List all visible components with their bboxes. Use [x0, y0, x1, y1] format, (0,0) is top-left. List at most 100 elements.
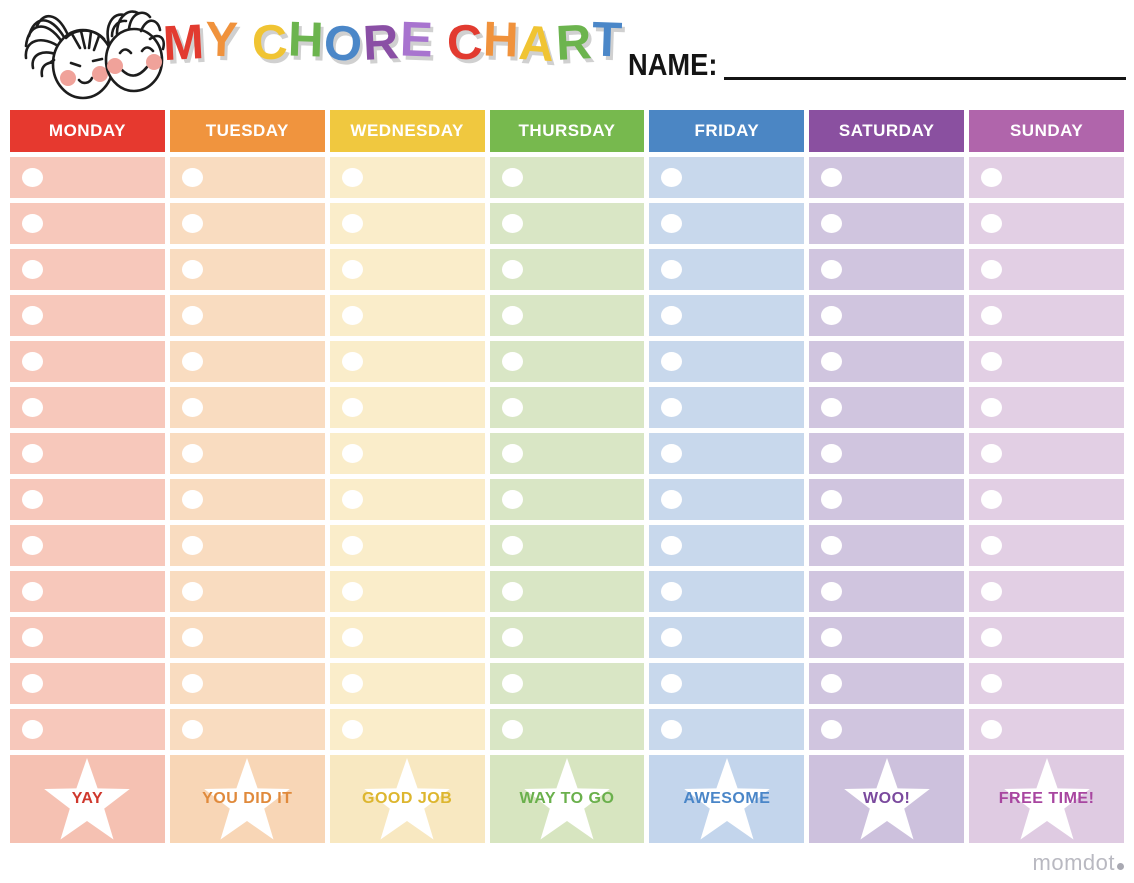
checkbox-circle[interactable]: [661, 214, 683, 233]
checkbox-circle[interactable]: [22, 260, 43, 279]
checkbox-circle[interactable]: [501, 628, 523, 647]
checkbox-circle[interactable]: [501, 674, 523, 693]
checkbox-circle[interactable]: [821, 352, 843, 371]
checkbox-circle[interactable]: [661, 582, 683, 601]
checkbox-circle[interactable]: [661, 352, 683, 371]
checkbox-circle[interactable]: [22, 214, 43, 233]
checkbox-circle[interactable]: [821, 214, 843, 233]
girl-cheek: [60, 70, 76, 86]
checkbox-circle[interactable]: [661, 168, 683, 187]
checkbox-circle[interactable]: [341, 214, 363, 233]
checkbox-circle[interactable]: [501, 306, 523, 325]
checkbox-circle[interactable]: [181, 582, 203, 601]
title-letter: C: [445, 15, 485, 71]
checkbox-circle[interactable]: [501, 398, 523, 417]
checkbox-circle[interactable]: [501, 582, 523, 601]
checkbox-circle[interactable]: [821, 260, 843, 279]
checkbox-circle[interactable]: [661, 490, 683, 509]
checkbox-circle[interactable]: [181, 168, 203, 187]
checkbox-circle[interactable]: [981, 306, 1003, 325]
checkbox-circle[interactable]: [661, 444, 683, 463]
star-icon: [684, 758, 770, 840]
checkbox-circle[interactable]: [821, 490, 843, 509]
checkbox-circle[interactable]: [821, 306, 843, 325]
checkbox-circle[interactable]: [661, 398, 683, 417]
checkbox-circle[interactable]: [981, 444, 1003, 463]
checkbox-circle[interactable]: [981, 720, 1003, 739]
checkbox-circle[interactable]: [821, 398, 843, 417]
checkbox-circle[interactable]: [981, 260, 1003, 279]
chore-row-sunday-9: [969, 525, 1124, 566]
checkbox-circle[interactable]: [22, 582, 43, 601]
checkbox-circle[interactable]: [661, 628, 683, 647]
checkbox-circle[interactable]: [341, 260, 363, 279]
checkbox-circle[interactable]: [22, 306, 43, 325]
checkbox-circle[interactable]: [661, 674, 683, 693]
checkbox-circle[interactable]: [181, 490, 203, 509]
star-icon: [843, 758, 930, 840]
chore-row-wednesday-12: [329, 663, 485, 704]
checkbox-circle[interactable]: [501, 352, 523, 371]
checkbox-circle[interactable]: [181, 260, 203, 279]
checkbox-circle[interactable]: [22, 352, 43, 371]
checkbox-circle[interactable]: [22, 398, 43, 417]
checkbox-circle[interactable]: [181, 306, 203, 325]
checkbox-circle[interactable]: [501, 260, 523, 279]
checkbox-circle[interactable]: [821, 168, 843, 187]
checkbox-circle[interactable]: [981, 536, 1003, 555]
checkbox-circle[interactable]: [501, 536, 523, 555]
checkbox-circle[interactable]: [341, 168, 363, 187]
checkbox-circle[interactable]: [341, 444, 363, 463]
checkbox-circle[interactable]: [181, 352, 203, 371]
checkbox-circle[interactable]: [501, 168, 523, 187]
checkbox-circle[interactable]: [181, 628, 203, 647]
checkbox-circle[interactable]: [22, 444, 43, 463]
checkbox-circle[interactable]: [341, 536, 363, 555]
checkbox-circle[interactable]: [341, 720, 363, 739]
checkbox-circle[interactable]: [341, 352, 363, 371]
checkbox-circle[interactable]: [341, 490, 363, 509]
chore-row-sunday-6: [969, 387, 1124, 428]
checkbox-circle[interactable]: [981, 398, 1003, 417]
checkbox-circle[interactable]: [22, 490, 43, 509]
checkbox-circle[interactable]: [501, 214, 523, 233]
checkbox-circle[interactable]: [181, 674, 203, 693]
checkbox-circle[interactable]: [181, 536, 203, 555]
checkbox-circle[interactable]: [22, 720, 43, 739]
checkbox-circle[interactable]: [981, 490, 1003, 509]
checkbox-circle[interactable]: [981, 352, 1003, 371]
checkbox-circle[interactable]: [501, 720, 523, 739]
checkbox-circle[interactable]: [181, 444, 203, 463]
checkbox-circle[interactable]: [821, 582, 843, 601]
checkbox-circle[interactable]: [821, 444, 843, 463]
checkbox-circle[interactable]: [341, 306, 363, 325]
checkbox-circle[interactable]: [181, 214, 203, 233]
checkbox-circle[interactable]: [181, 398, 203, 417]
checkbox-circle[interactable]: [22, 674, 43, 693]
checkbox-circle[interactable]: [821, 536, 843, 555]
checkbox-circle[interactable]: [341, 674, 363, 693]
checkbox-circle[interactable]: [661, 260, 683, 279]
checkbox-circle[interactable]: [341, 398, 363, 417]
checkbox-circle[interactable]: [661, 306, 683, 325]
checkbox-circle[interactable]: [821, 674, 843, 693]
checkbox-circle[interactable]: [661, 536, 683, 555]
checkbox-circle[interactable]: [501, 444, 523, 463]
checkbox-circle[interactable]: [981, 674, 1003, 693]
chore-row-monday-7: [10, 433, 165, 474]
checkbox-circle[interactable]: [341, 628, 363, 647]
checkbox-circle[interactable]: [981, 214, 1003, 233]
checkbox-circle[interactable]: [821, 628, 843, 647]
checkbox-circle[interactable]: [22, 628, 43, 647]
checkbox-circle[interactable]: [22, 168, 43, 187]
checkbox-circle[interactable]: [981, 582, 1003, 601]
checkbox-circle[interactable]: [341, 582, 363, 601]
checkbox-circle[interactable]: [501, 490, 523, 509]
checkbox-circle[interactable]: [821, 720, 843, 739]
checkbox-circle[interactable]: [181, 720, 203, 739]
checkbox-circle[interactable]: [981, 628, 1003, 647]
checkbox-circle[interactable]: [22, 536, 43, 555]
checkbox-circle[interactable]: [981, 168, 1003, 187]
name-input-line[interactable]: [723, 39, 1126, 80]
checkbox-circle[interactable]: [661, 720, 683, 739]
